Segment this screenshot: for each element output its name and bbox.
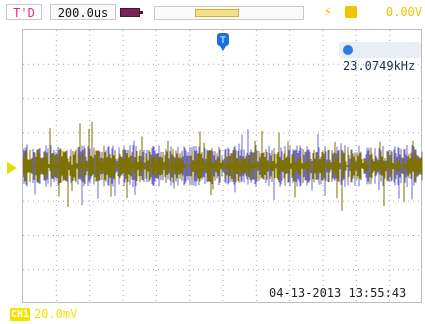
timebase-readout[interactable]: 200.0us (50, 4, 116, 20)
svg-text:T: T (219, 36, 226, 46)
date-time-readout: 04-13-2013 13:55:43 (269, 286, 407, 300)
ch1-ground-marker[interactable] (7, 162, 17, 174)
frequency-value: 23.0749kHz (343, 59, 416, 73)
waveform-display[interactable]: 23.0749kHz 04-13-2013 13:55:43 (22, 29, 423, 304)
memory-position-bar[interactable] (154, 6, 304, 20)
bottom-status-bar: CH1 20.0mV (0, 304, 425, 324)
frequency-icon (343, 45, 353, 55)
trigger-mode[interactable]: T'D (6, 4, 42, 20)
trigger-position-marker[interactable]: T (216, 32, 230, 52)
memory-view-window[interactable] (195, 9, 239, 17)
trigger-level-readout[interactable]: 0.00V (385, 5, 422, 19)
top-status-bar: T'D 200.0us ⚡ 0.00V (0, 0, 425, 24)
trigger-flag-icon: ⚡ (323, 4, 333, 20)
battery-icon (120, 8, 143, 17)
waveform-canvas (23, 30, 423, 304)
frequency-readout: 23.0749kHz (339, 42, 421, 73)
ch1-waveform (23, 121, 423, 211)
channel-scale[interactable]: 20.0mV (34, 307, 78, 321)
trigger-source-chip[interactable] (345, 6, 357, 18)
channel-label[interactable]: CH1 (10, 308, 30, 321)
graticule-grid (23, 30, 423, 304)
